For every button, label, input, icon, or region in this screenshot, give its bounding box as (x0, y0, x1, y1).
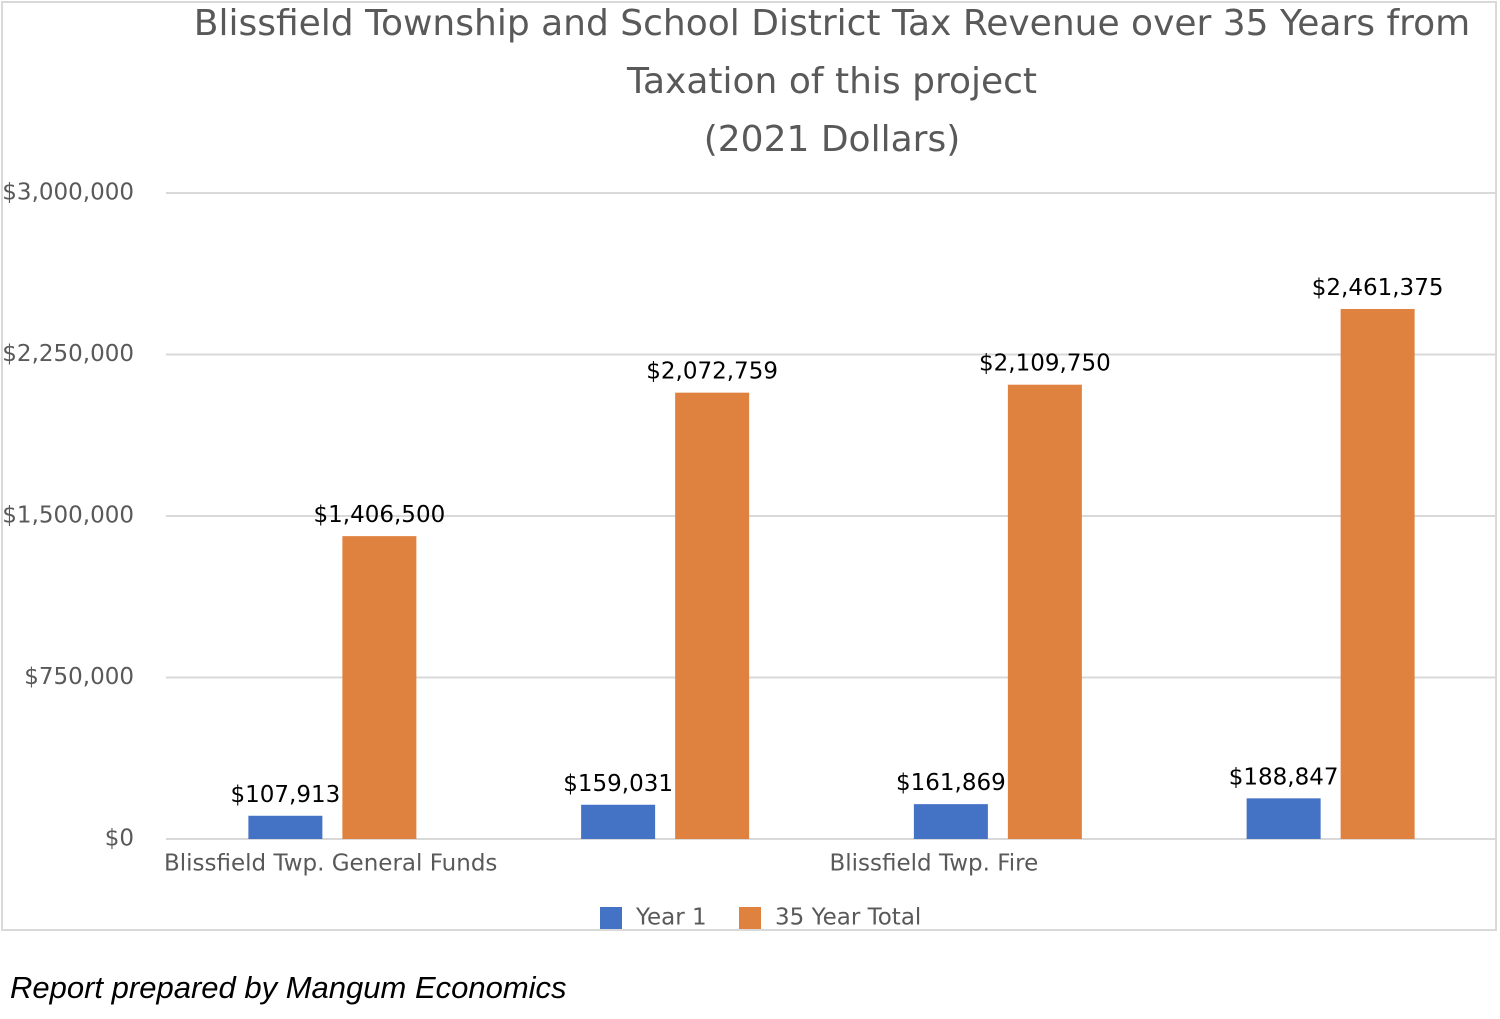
legend-label: 35 Year Total (775, 905, 921, 931)
data-label: $2,461,375 (1312, 275, 1444, 301)
legend-swatch (739, 907, 761, 929)
y-tick-label: $750,000 (24, 664, 134, 690)
data-label: $188,847 (1229, 764, 1339, 790)
y-tick-label: $3,000,000 (2, 180, 134, 206)
bar-year-1 (581, 804, 656, 839)
y-tick-label: $0 (105, 826, 134, 852)
data-label: $2,072,759 (646, 359, 778, 385)
y-axis-tick-labels: $0 $750,000 $1,500,000 $2,250,000 $3,000,000 (2, 180, 134, 852)
legend: Year 1 35 Year Total (600, 905, 921, 931)
data-label: $107,913 (231, 782, 341, 808)
bar-year-1 (913, 804, 988, 839)
data-label: $161,869 (896, 770, 1006, 796)
y-tick-label: $2,250,000 (2, 341, 134, 367)
chart-title-line-1: Blissfield Township and School District … (194, 3, 1470, 44)
data-labels: $107,913 $159,031 $161,869 $188,847 $1,406,5… (231, 275, 1444, 808)
bar-year-1 (248, 815, 323, 839)
bar-35-year-total (1340, 308, 1415, 840)
bar-35-year-total (675, 392, 750, 839)
legend-swatch (600, 907, 622, 929)
chart-title: Blissfield Township and School District … (194, 3, 1470, 160)
bar-35-year-total (1007, 384, 1082, 839)
bars (248, 308, 1415, 840)
report-credit: Report prepared by Mangum Economics (10, 970, 567, 1005)
data-label: $2,109,750 (979, 351, 1111, 377)
data-label: $159,031 (563, 771, 673, 797)
data-label: $1,406,500 (314, 502, 446, 528)
bar-year-1 (1246, 798, 1321, 839)
bar-35-year-total (342, 536, 417, 839)
category-label: Blissfield Twp. Fire (830, 851, 1039, 877)
y-tick-label: $1,500,000 (2, 503, 134, 529)
legend-label: Year 1 (635, 905, 707, 931)
chart-title-line-3: (2021 Dollars) (704, 119, 961, 160)
bar-chart: Blissfield Township and School District … (2, 3, 1497, 931)
category-label: Blissfield Twp. General Funds (164, 851, 497, 877)
chart-title-line-2: Taxation of this project (626, 61, 1037, 102)
x-axis-category-labels: Blissfield Twp. General Funds Blissfield … (164, 851, 1038, 877)
